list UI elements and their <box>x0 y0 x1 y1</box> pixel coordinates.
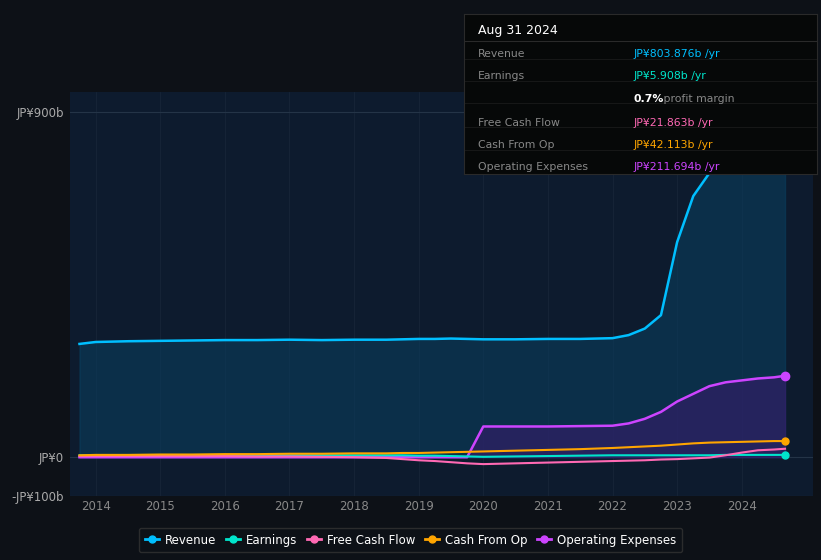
Text: Operating Expenses: Operating Expenses <box>478 162 588 172</box>
Text: JP¥803.876b /yr: JP¥803.876b /yr <box>633 49 720 59</box>
Text: Aug 31 2024: Aug 31 2024 <box>478 24 557 36</box>
Legend: Revenue, Earnings, Free Cash Flow, Cash From Op, Operating Expenses: Revenue, Earnings, Free Cash Flow, Cash … <box>139 528 682 552</box>
Text: JP¥42.113b /yr: JP¥42.113b /yr <box>633 140 713 150</box>
Text: JP¥21.863b /yr: JP¥21.863b /yr <box>633 118 713 128</box>
Text: Revenue: Revenue <box>478 49 525 59</box>
Text: profit margin: profit margin <box>660 94 734 104</box>
Text: JP¥211.694b /yr: JP¥211.694b /yr <box>633 162 720 172</box>
Text: Earnings: Earnings <box>478 72 525 81</box>
Text: Cash From Op: Cash From Op <box>478 140 554 150</box>
Text: JP¥5.908b /yr: JP¥5.908b /yr <box>633 72 706 81</box>
Text: Free Cash Flow: Free Cash Flow <box>478 118 560 128</box>
Text: 0.7%: 0.7% <box>633 94 663 104</box>
